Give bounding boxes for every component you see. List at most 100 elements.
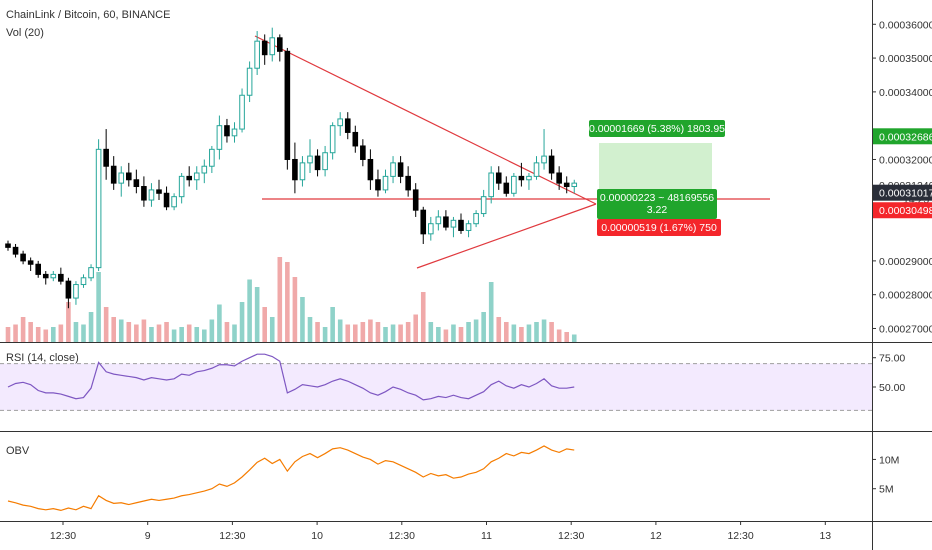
candle-body [337, 118, 343, 127]
volume-bar [322, 327, 328, 342]
candle-body [299, 162, 306, 181]
candle [450, 216, 457, 238]
volume-bar [337, 319, 343, 342]
price-pane[interactable]: 0.00001669 (5.38%) 1803.95 0.00000223 ~ 4… [0, 0, 872, 342]
candle [526, 173, 532, 190]
candle [307, 139, 313, 173]
volume-bar [405, 322, 411, 342]
candle [231, 122, 238, 143]
volume-bar [126, 322, 132, 342]
target-price-badge: 0.00032686 [879, 131, 932, 143]
candle-body [126, 172, 132, 181]
candle-body [5, 243, 11, 248]
volume-bar [254, 287, 260, 342]
candle [571, 179, 578, 194]
candle-body [412, 189, 419, 211]
volume-bar [368, 319, 373, 342]
candle-body [322, 152, 328, 171]
price-tick-label: 0.00032000 [879, 154, 932, 166]
time-axis[interactable]: 12:30 9 12:30 10 12:30 11 12:30 12 12:30 13 [50, 521, 831, 542]
rsi-legend: RSI (14, close) [6, 352, 79, 364]
candle-body [65, 280, 72, 299]
volume-bar [232, 324, 237, 342]
long-position-tool[interactable]: 0.00001669 (5.38%) 1803.95 0.00000223 ~ 4… [589, 120, 725, 236]
candle [80, 274, 87, 288]
volume-bar [549, 322, 554, 342]
volume-bar [571, 334, 577, 342]
target-price-badge-bg [873, 128, 932, 145]
candle [118, 166, 125, 197]
candle-body [186, 175, 192, 181]
candle-body [156, 189, 162, 194]
volume-bar [443, 329, 449, 342]
candle [405, 166, 411, 197]
price-axis[interactable]: 0.00036000 0.00035000 0.00034000 0.00032000… [872, 19, 932, 335]
profit-badge-bg [589, 120, 725, 137]
price-tick-label: 0.00028000 [879, 290, 932, 302]
candle [488, 166, 494, 204]
rsi-tick-label: 50.00 [879, 382, 905, 394]
candle [541, 129, 547, 170]
obv-axis[interactable]: 10M 5M [872, 454, 899, 496]
rsi-axis[interactable]: 75.00 50.00 [872, 353, 905, 394]
candle [480, 189, 487, 217]
time-tick-label: 12 [650, 530, 662, 542]
candle-body [541, 155, 547, 164]
candle [95, 139, 102, 272]
volume-bar [398, 324, 403, 342]
current-price-badge: 0.00031017 [879, 188, 932, 200]
candle [12, 243, 19, 258]
candle-body [35, 263, 42, 275]
candle-body [344, 118, 351, 133]
obv-pane[interactable] [7, 445, 575, 512]
candle [261, 34, 268, 65]
candle [148, 183, 155, 207]
candle-body [284, 50, 291, 160]
candle [58, 267, 64, 285]
candle [246, 61, 253, 103]
candle [27, 257, 34, 272]
candle [216, 115, 223, 160]
volume-bar [375, 322, 381, 342]
volume-bar [134, 324, 139, 342]
ascending-trendline[interactable] [416, 203, 597, 269]
candle-body [307, 155, 313, 164]
rsi-band-limits [0, 363, 872, 411]
volume-bar [315, 322, 320, 342]
candle [337, 112, 343, 136]
candle-body [360, 145, 366, 160]
volume-bar [481, 312, 486, 342]
candle [390, 156, 396, 184]
volume-bar [209, 319, 215, 342]
candle-body [511, 175, 517, 194]
candle-body [458, 219, 464, 231]
volume-bar [5, 327, 11, 342]
obv-tick-label: 5M [879, 484, 894, 496]
volume-bar [534, 322, 539, 342]
volume-bar [156, 324, 162, 342]
volume-bar [473, 319, 479, 342]
candle-body [443, 216, 449, 228]
candle [495, 166, 502, 190]
candle [412, 183, 419, 217]
candle [329, 122, 336, 160]
candle-body [201, 165, 208, 174]
candle [254, 31, 260, 75]
time-tick-label: 12:30 [389, 530, 415, 542]
candle [503, 176, 510, 197]
volume-bar [564, 332, 569, 342]
rsi-pane[interactable] [0, 353, 872, 411]
volume-bar [519, 327, 524, 342]
volume-bar [277, 257, 283, 342]
candle [360, 139, 366, 167]
candle [20, 250, 26, 265]
candle [548, 149, 555, 180]
volume-bar [307, 317, 313, 342]
price-tick-label: 0.00034000 [879, 87, 932, 99]
candle-body [329, 125, 336, 154]
volume-bar [292, 277, 298, 342]
obv-tick-label: 10M [879, 454, 899, 466]
candle [5, 240, 11, 251]
stop-loss-badge: 0.00000519 (1.67%) 750 [597, 219, 721, 236]
